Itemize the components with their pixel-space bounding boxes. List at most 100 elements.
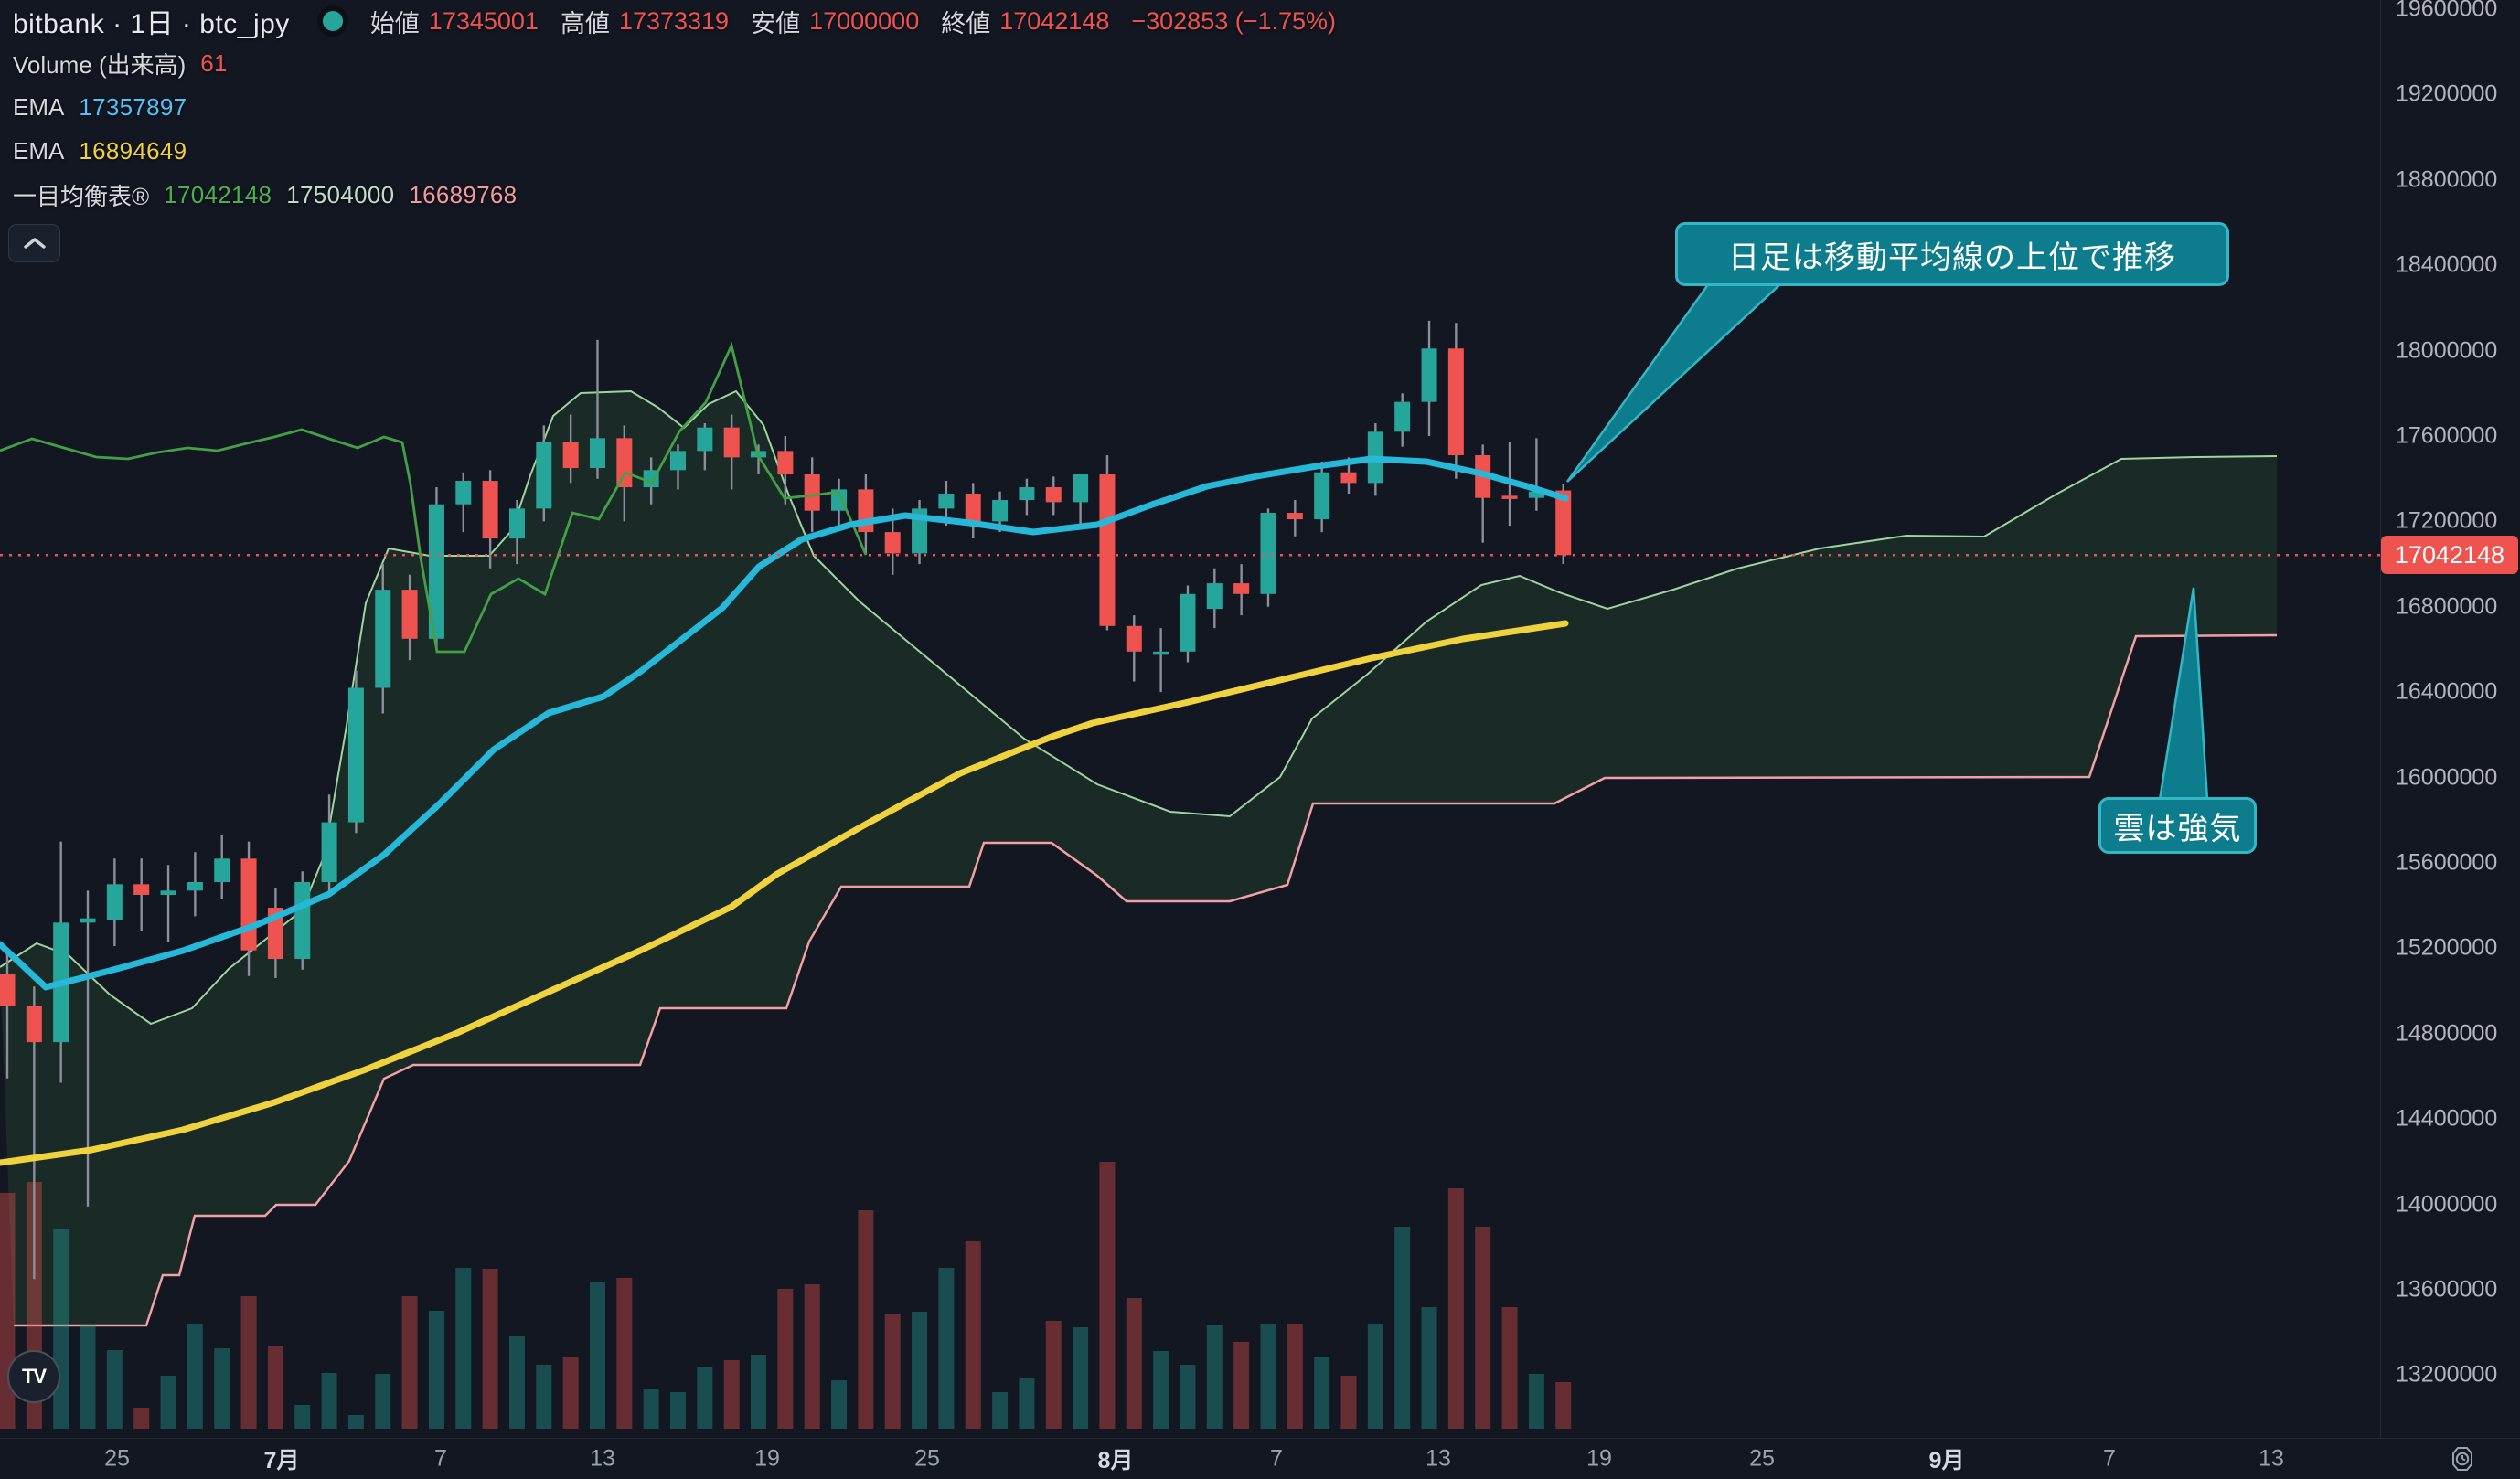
price-axis-label: 18400000 (2396, 251, 2498, 278)
indicator-value: 16894649 (79, 136, 187, 165)
volume-bar (428, 1311, 444, 1429)
volume-bar (294, 1405, 311, 1429)
candle-body (1447, 348, 1464, 456)
chikou-line (0, 341, 868, 654)
candle-body (80, 918, 96, 923)
indicator-value: 17042148 (164, 180, 272, 208)
candle-body (884, 532, 901, 554)
chevron-up-icon (23, 238, 46, 249)
clock-icon (2452, 1447, 2472, 1471)
candle-body (401, 590, 418, 639)
candle-body (1233, 583, 1250, 594)
market-status-icon[interactable] (322, 11, 343, 31)
volume-bar (160, 1376, 176, 1429)
candle-body (106, 884, 123, 921)
indicator-name: 一目均衡表® (13, 182, 150, 210)
indicator-value: 17504000 (286, 180, 395, 208)
price-axis-label: 15200000 (2396, 934, 2498, 961)
candle-body (670, 451, 686, 471)
volume-bar (375, 1374, 391, 1429)
candle-body (1260, 513, 1276, 594)
volume-bar (133, 1408, 150, 1429)
callout-note-ma[interactable]: 日足は移動平均線の上位で推移 (1675, 222, 2229, 286)
ema-fast-line (0, 455, 1569, 991)
close-label: 終値 (941, 9, 991, 37)
candle-body (1206, 583, 1223, 610)
high-value: 17373319 (618, 6, 730, 35)
price-axis-label: 13600000 (2396, 1276, 2498, 1303)
chart-canvas[interactable] (0, 0, 2380, 1438)
indicator-row-ema-fast[interactable]: EMA 17357897 (13, 93, 1349, 121)
volume-bar (187, 1324, 203, 1429)
volume-bar (884, 1314, 901, 1429)
price-axis-label: 14400000 (2396, 1105, 2498, 1132)
price-axis[interactable]: 19600000 19200000 18800000 18400000 18000000… (2380, 0, 2520, 1438)
volume-bar (1340, 1376, 1357, 1429)
indicator-value: 16689768 (409, 180, 518, 208)
time-axis-label: 25 (104, 1445, 130, 1472)
candle-body (831, 489, 848, 511)
volume-bar (1180, 1365, 1196, 1429)
time-axis-label: 8月 (1097, 1448, 1134, 1474)
indicator-name: Volume (出来高) (13, 50, 187, 79)
volume-bar (214, 1348, 230, 1429)
volume-bar (751, 1355, 767, 1429)
candle-body (1073, 474, 1089, 503)
candle-body (1421, 348, 1437, 402)
indicator-name: EMA (13, 92, 65, 121)
time-axis-label: 25 (914, 1445, 940, 1472)
volume-bar (670, 1392, 686, 1429)
candle-body (1180, 593, 1196, 652)
volume-bar (589, 1282, 605, 1429)
volume-bar (1555, 1382, 1572, 1429)
candle-body (0, 974, 16, 1006)
candle-body (240, 858, 257, 951)
price-axis-label: 16400000 (2396, 678, 2498, 705)
candle-body (1045, 487, 1062, 503)
volume-bar (777, 1289, 794, 1429)
price-axis-label: 19200000 (2396, 80, 2498, 107)
tv-logo-text: TV (21, 1365, 47, 1388)
time-axis[interactable]: 25 7月 7 13 19 25 8月 7 13 19 25 9月 7 13 (0, 1438, 2520, 1479)
low-label: 安値 (751, 9, 801, 37)
candle-body (26, 1006, 42, 1043)
candle-body (1287, 513, 1303, 520)
legend-collapse-button[interactable] (8, 224, 60, 262)
volume-bar (267, 1346, 283, 1429)
price-axis-label: 14800000 (2396, 1020, 2498, 1047)
candle-body (455, 481, 472, 505)
candle-body (375, 590, 391, 688)
tradingview-logo-icon[interactable]: TV (7, 1350, 60, 1403)
open-value: 17345001 (428, 6, 539, 35)
volume-bar (1073, 1327, 1089, 1429)
price-axis-label: 15600000 (2396, 849, 2498, 876)
candle-body (294, 881, 311, 960)
price-axis-label: 16800000 (2396, 593, 2498, 620)
volume-bar (831, 1380, 848, 1429)
volume-bar (562, 1357, 579, 1429)
time-axis-label: 7月 (263, 1448, 300, 1474)
callout-note-cloud[interactable]: 雲は強気 (2098, 797, 2257, 854)
ichimoku-cloud (0, 391, 2277, 1325)
candle-body (562, 442, 579, 469)
indicator-row-volume[interactable]: Volume (出来高) 61 (13, 49, 1349, 79)
price-axis-label: 18800000 (2396, 166, 2498, 193)
indicator-row-ichimoku[interactable]: 一目均衡表® 17042148 17504000 16689768 (13, 180, 1349, 210)
volume-bar (240, 1296, 257, 1429)
timezone-clock-button[interactable] (2447, 1443, 2478, 1474)
indicator-row-ema-slow[interactable]: EMA 16894649 (13, 137, 1349, 165)
volume-bar (1421, 1307, 1437, 1429)
volume-bar (1099, 1162, 1116, 1429)
candle-body (938, 494, 955, 509)
volume-bar (992, 1392, 1009, 1429)
volume-bar (1233, 1342, 1250, 1429)
candle-body (1019, 487, 1035, 501)
time-axis-label: 7 (1270, 1445, 1283, 1472)
chart-legend: bitbank · 1日 · btc_jpy 始値 17345001 高値 1737… (13, 5, 1349, 225)
candle-body (1099, 474, 1116, 626)
symbol-title[interactable]: bitbank · 1日 · btc_jpy (13, 9, 290, 39)
candle-body (160, 890, 176, 895)
close-value: 17042148 (999, 6, 1110, 35)
candle-body (1528, 491, 1544, 498)
volume-bar (1394, 1227, 1411, 1429)
